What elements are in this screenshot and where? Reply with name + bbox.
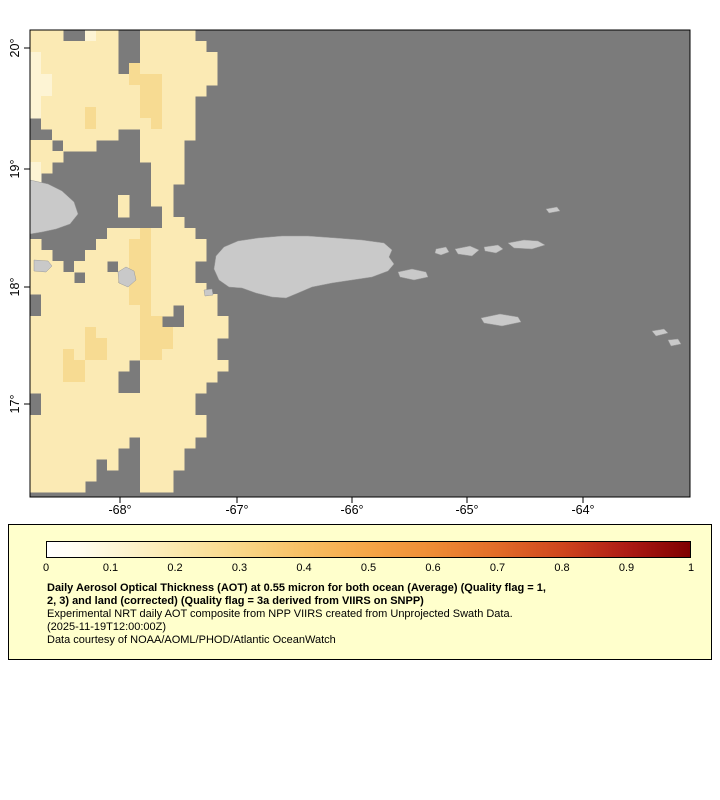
land-st-martin bbox=[667, 338, 682, 347]
longitude-label: -66° bbox=[340, 503, 363, 517]
land-layer bbox=[29, 179, 682, 347]
land-saona-island bbox=[33, 259, 53, 273]
land-anegada bbox=[545, 206, 561, 214]
longitude-label: -68° bbox=[108, 503, 131, 517]
legend-title-line2: 2, 3) and land (corrected) (Quality flag… bbox=[47, 595, 424, 607]
colorbar-tick-label: 1 bbox=[687, 562, 695, 574]
land-desecheo-island bbox=[203, 288, 214, 297]
colorbar-tick-label: 0.3 bbox=[231, 562, 248, 574]
latitude-label: 18° bbox=[8, 278, 22, 297]
land-tortola-virgin-gorda bbox=[507, 239, 546, 250]
legend-subtitle: Experimental NRT daily AOT composite fro… bbox=[47, 608, 513, 620]
legend-title-line1: Daily Aerosol Optical Thickness (AOT) at… bbox=[47, 582, 546, 594]
land-st-croix bbox=[480, 313, 522, 327]
longitude-label: -65° bbox=[455, 503, 478, 517]
colorbar-tick-labels: 0 0.1 0.2 0.3 0.4 0.5 0.6 0.7 0.8 0.9 1 bbox=[42, 560, 695, 575]
latitude-label: 17° bbox=[8, 395, 22, 414]
latitude-label: 20° bbox=[8, 39, 22, 58]
colorbar-tick-label: 0.1 bbox=[102, 562, 119, 574]
colorbar-tick-label: 0.8 bbox=[554, 562, 570, 574]
colorbar-tick-label: 0.7 bbox=[489, 562, 506, 574]
map-frame bbox=[29, 29, 691, 498]
legend-credit: Data courtesy of NOAA/AOML/PHOD/Atlantic… bbox=[47, 634, 336, 646]
colorbar-tick-label: 0.2 bbox=[167, 562, 183, 574]
colorbar-tick-label: 0.9 bbox=[618, 562, 635, 574]
colorbar-tick-label: 0 bbox=[42, 562, 50, 574]
longitude-label: -67° bbox=[225, 503, 248, 517]
y-axis-latitude: 20° 19° 18° 17° bbox=[8, 39, 30, 414]
land-hispaniola-coast bbox=[29, 179, 79, 235]
colorbar-tick-label: 0.6 bbox=[425, 562, 441, 574]
legend-panel: 0 0.1 0.2 0.3 0.4 0.5 0.6 0.7 0.8 0.9 1 Daily Aero… bbox=[8, 524, 712, 660]
land-mona-island bbox=[117, 266, 137, 288]
colorbar bbox=[46, 541, 691, 558]
map-figure: 20° 19° 18° 17° -68° -67° -66° -65° -64° bbox=[8, 29, 691, 517]
latitude-label: 19° bbox=[8, 160, 22, 179]
colorbar-tick-label: 0.4 bbox=[296, 562, 312, 574]
legend-text: Daily Aerosol Optical Thickness (AOT) at… bbox=[47, 582, 701, 647]
legend-timestamp: (2025-11-19T12:00:00Z) bbox=[47, 621, 167, 633]
colorbar-tick-label: 0.5 bbox=[360, 562, 377, 574]
land-st-john bbox=[483, 244, 504, 254]
land-culebra bbox=[434, 246, 450, 256]
x-axis-longitude: -68° -67° -66° -65° -64° bbox=[108, 497, 595, 517]
land-st-thomas bbox=[454, 245, 480, 257]
aot-map: 20° 19° 18° 17° -68° -67° -66° -65° -64° bbox=[8, 29, 691, 517]
land-vieques bbox=[397, 268, 429, 281]
longitude-label: -64° bbox=[571, 503, 594, 517]
aot-data-layer bbox=[30, 30, 229, 493]
land-puerto-rico bbox=[213, 235, 395, 299]
land-anguilla bbox=[651, 328, 669, 337]
